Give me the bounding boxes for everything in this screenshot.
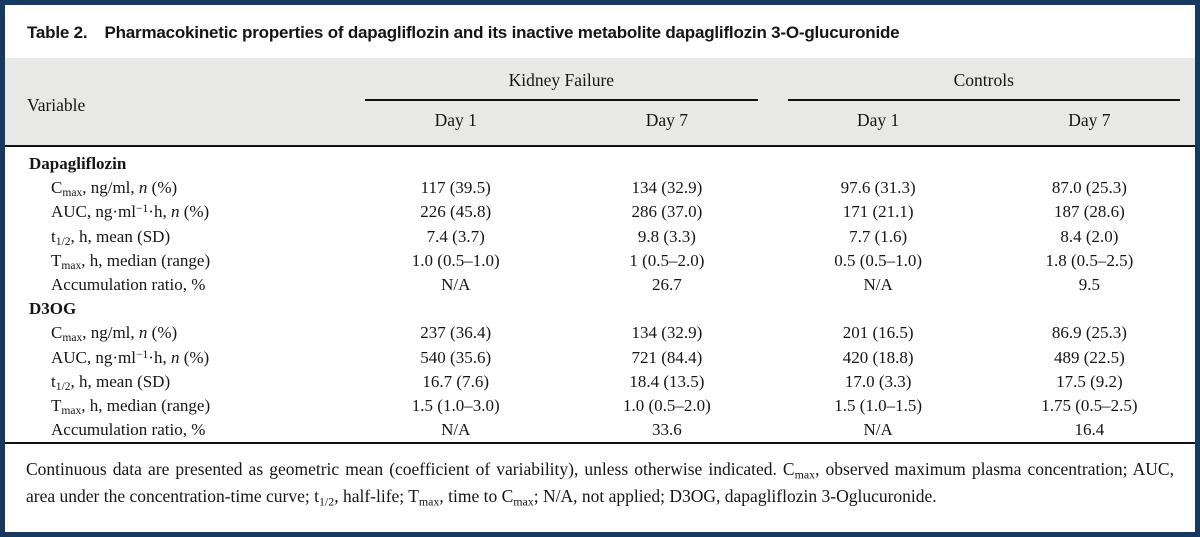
- section-label: Dapagliflozin: [29, 154, 127, 173]
- group-label-controls: Controls: [787, 70, 1180, 101]
- row-label: t1/2, h, mean (SD): [51, 371, 171, 394]
- table-row: t1/2, h, mean (SD) 7.4 (3.7) 9.8 (3.3) 7…: [5, 225, 1195, 249]
- cell-value: 1 (0.5–2.0): [629, 250, 705, 270]
- cell-value: 1.0 (0.5–2.0): [623, 396, 711, 416]
- cell-value: 721 (84.4): [631, 347, 703, 367]
- cell-value: 134 (32.9): [631, 178, 703, 198]
- row-label: Accumulation ratio, %: [51, 420, 206, 440]
- day-header-row: Day 1 Day 7 Day 1 Day 7: [5, 102, 1195, 146]
- cell-value: 9.5: [1078, 275, 1100, 295]
- table-caption: Pharmacokinetic properties of dapagliflo…: [104, 22, 900, 42]
- cell-value: 17.5 (9.2): [1056, 371, 1123, 391]
- table-row: Accumulation ratio, % N/A 26.7 N/A 9.5: [5, 273, 1195, 297]
- row-label: Tmax, h, median (range): [51, 396, 211, 418]
- cell-value: 1.0 (0.5–1.0): [411, 250, 500, 270]
- group-label-kidney-failure: Kidney Failure: [365, 70, 758, 101]
- cell-value: 16.7 (7.6): [422, 371, 489, 391]
- cell-value: 86.9 (25.3): [1051, 323, 1127, 343]
- cell-value: 226 (45.8): [420, 202, 492, 222]
- table-title: Table 2. Pharmacokinetic properties of d…: [5, 5, 1195, 58]
- cell-value: N/A: [441, 275, 471, 295]
- row-label: Tmax, h, median (range): [51, 250, 211, 273]
- pk-table: Variable Kidney Failure Controls Day 1 D…: [5, 58, 1195, 443]
- cell-value: 26.7: [652, 275, 682, 295]
- cell-value: 33.6: [652, 420, 682, 440]
- cell-value: 171 (21.1): [842, 202, 914, 222]
- cell-value: 97.6 (31.3): [840, 178, 916, 198]
- col-header-kf-day1: Day 1: [434, 110, 477, 130]
- cell-value: 286 (37.0): [631, 202, 703, 222]
- cell-value: 18.4 (13.5): [629, 371, 705, 391]
- cell-value: 201 (16.5): [842, 323, 914, 343]
- col-header-ctrl-day7: Day 7: [1068, 110, 1111, 130]
- col-group-controls: Controls: [773, 58, 1195, 102]
- col-header-ctrl-day1: Day 1: [857, 110, 900, 130]
- cell-value: 7.7 (1.6): [849, 226, 908, 246]
- cell-value: 7.4 (3.7): [426, 226, 485, 246]
- section-row: D3OG: [5, 297, 1195, 321]
- cell-value: 540 (35.6): [420, 347, 492, 367]
- row-label: Cmax, ng/ml, n (%): [51, 178, 178, 200]
- row-label: Cmax, ng/ml, n (%): [51, 323, 178, 345]
- table-row: AUC, ng·ml−1·h, n (%) 540 (35.6) 721 (84…: [5, 346, 1195, 370]
- table-row: Accumulation ratio, % N/A 33.6 N/A 16.4: [5, 418, 1195, 442]
- cell-value: 237 (36.4): [420, 323, 492, 343]
- cell-value: 16.4: [1074, 420, 1105, 440]
- cell-value: 1.5 (1.0–1.5): [834, 396, 923, 416]
- cell-value: 1.5 (1.0–3.0): [411, 396, 500, 416]
- table-number: Table 2.: [27, 22, 88, 42]
- table-body: Dapagliflozin Cmax, ng/ml, n (%) 117 (39…: [5, 146, 1195, 443]
- cell-value: 0.5 (0.5–1.0): [834, 250, 923, 270]
- cell-value: N/A: [863, 420, 893, 440]
- row-label: Accumulation ratio, %: [51, 275, 206, 295]
- table-footnote: Continuous data are presented as geometr…: [5, 442, 1195, 532]
- cell-value: 87.0 (25.3): [1051, 178, 1127, 198]
- col-group-kidney-failure: Kidney Failure: [350, 58, 772, 102]
- cell-value: 420 (18.8): [842, 347, 914, 367]
- cell-value: 117 (39.5): [420, 178, 491, 198]
- cell-value: 8.4 (2.0): [1060, 226, 1119, 246]
- table-row: Tmax, h, median (range) 1.5 (1.0–3.0) 1.…: [5, 394, 1195, 418]
- table-row: Tmax, h, median (range) 1.0 (0.5–1.0) 1 …: [5, 249, 1195, 273]
- section-label: D3OG: [29, 299, 77, 319]
- col-header-variable: Variable: [27, 94, 86, 115]
- row-label: t1/2, h, mean (SD): [51, 226, 171, 248]
- cell-value: 1.8 (0.5–2.5): [1045, 250, 1134, 270]
- col-header-kf-day7: Day 7: [645, 110, 689, 130]
- cell-value: 134 (32.9): [631, 323, 703, 343]
- table-row: Cmax, ng/ml, n (%) 237 (36.4) 134 (32.9)…: [5, 321, 1195, 345]
- cell-value: 17.0 (3.3): [844, 371, 912, 391]
- cell-value: 1.75 (0.5–2.5): [1041, 396, 1138, 416]
- cell-value: N/A: [441, 420, 471, 440]
- group-header-row: Variable Kidney Failure Controls: [5, 58, 1195, 115]
- cell-value: 187 (28.6): [1053, 202, 1125, 222]
- cell-value: 489 (22.5): [1053, 347, 1125, 367]
- table-row: AUC, ng·ml−1·h, n (%) 226 (45.8) 286 (37…: [5, 200, 1195, 224]
- cell-value: N/A: [863, 275, 893, 295]
- table-row: Cmax, ng/ml, n (%) 117 (39.5) 134 (32.9)…: [5, 176, 1195, 200]
- section-row: Dapagliflozin: [5, 146, 1195, 176]
- table-header: Variable Kidney Failure Controls Day 1 D…: [5, 58, 1195, 146]
- row-label: AUC, ng·ml−1·h, n (%): [51, 202, 210, 222]
- table-row: t1/2, h, mean (SD) 16.7 (7.6) 18.4 (13.5…: [5, 370, 1195, 394]
- row-label: AUC, ng·ml−1·h, n (%): [51, 347, 210, 367]
- cell-value: 9.8 (3.3): [637, 226, 696, 246]
